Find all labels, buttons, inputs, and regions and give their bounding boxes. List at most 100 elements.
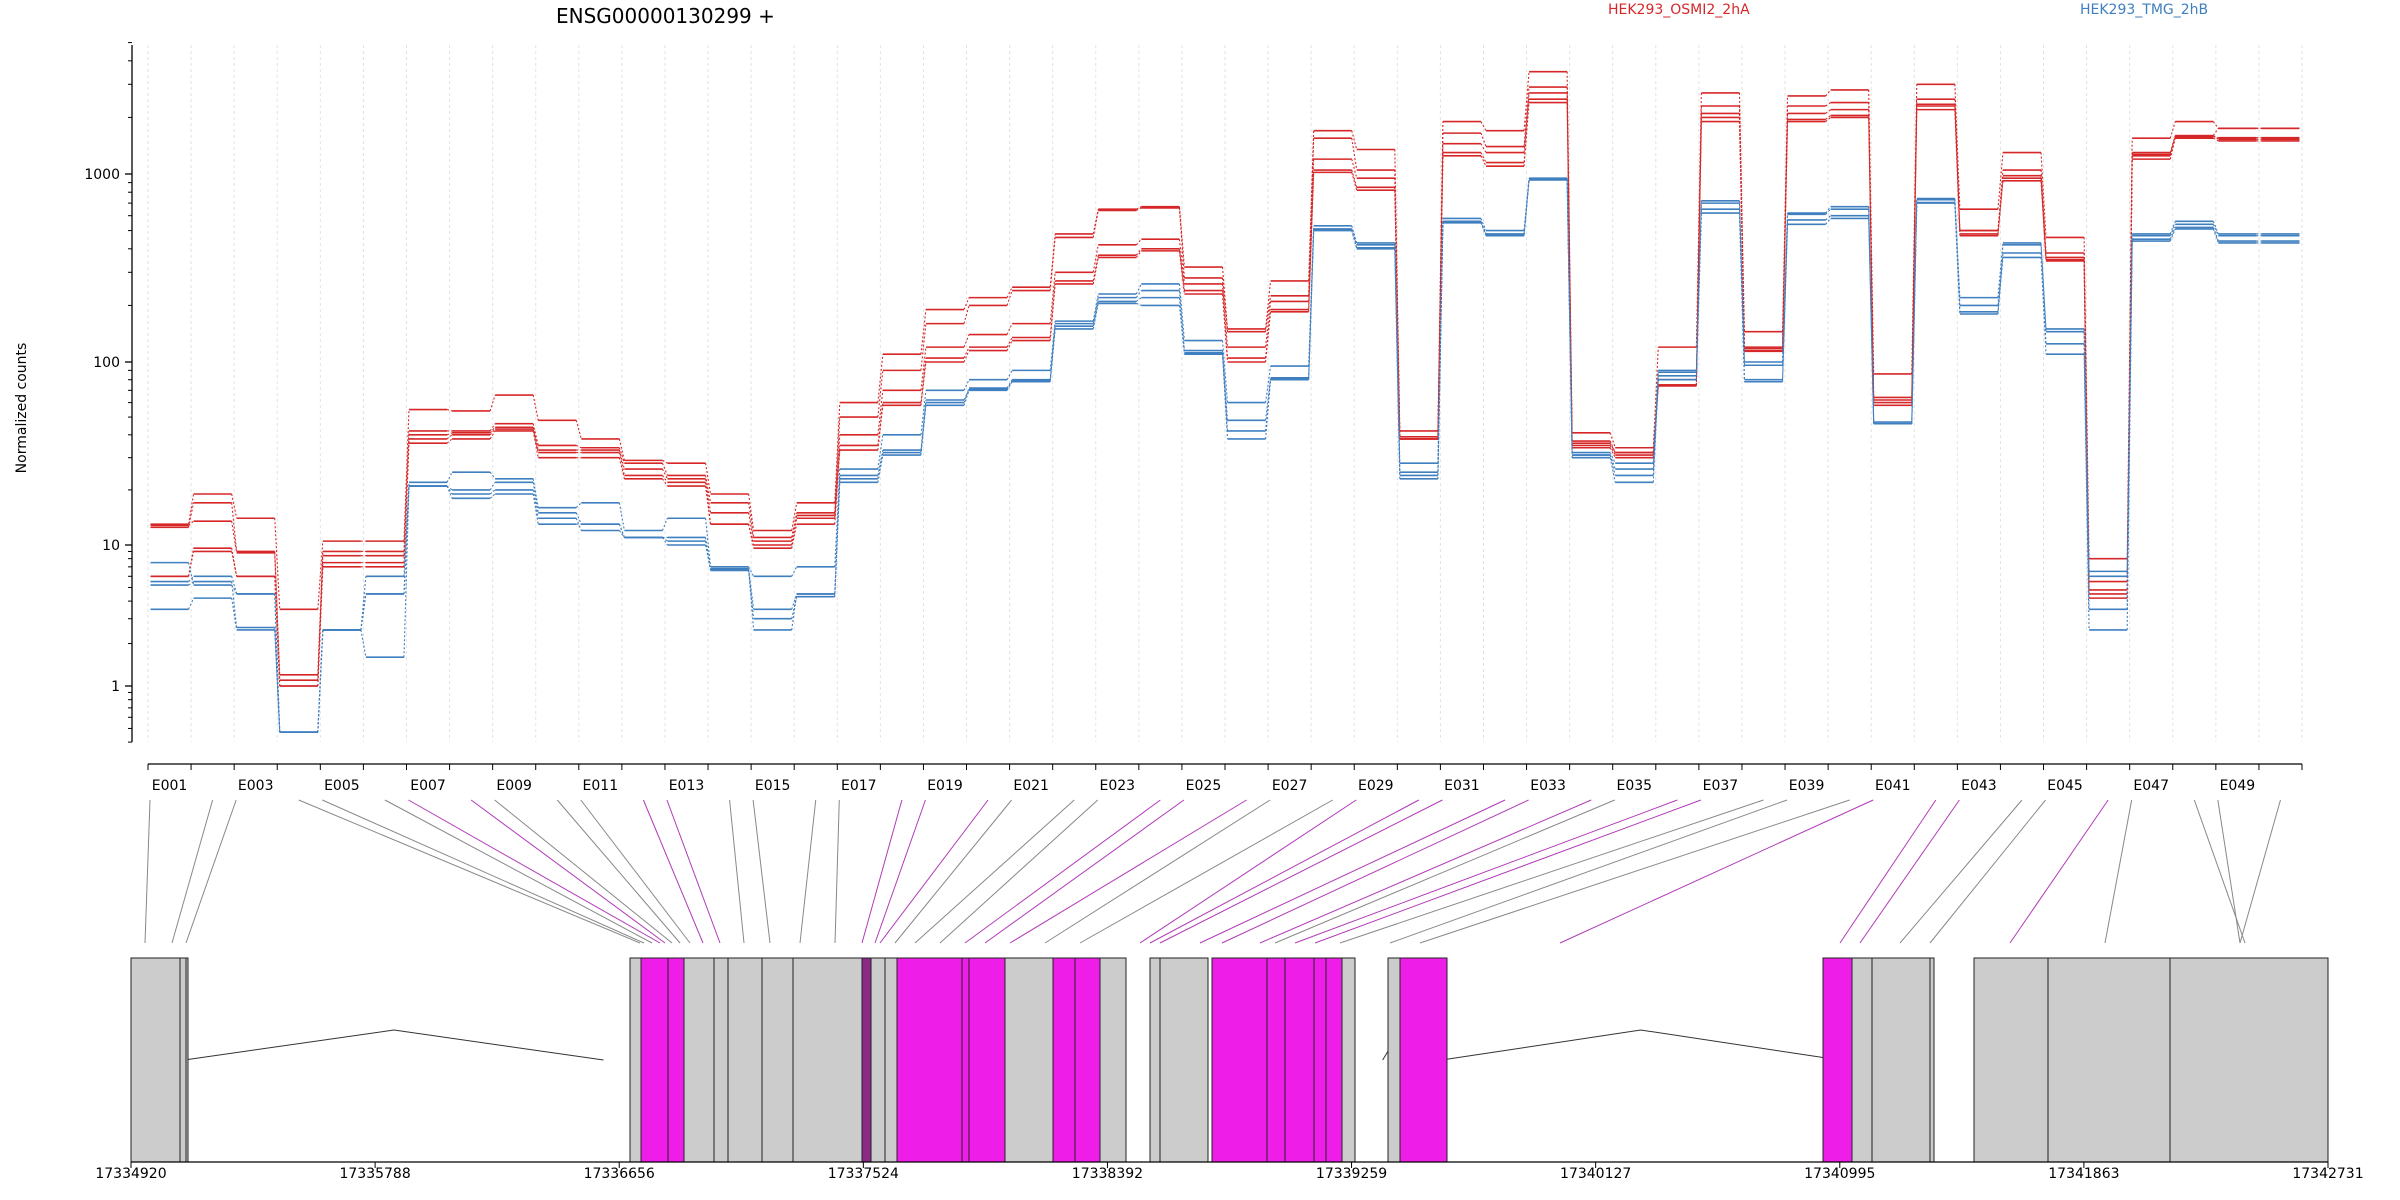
data-connector xyxy=(1308,230,1315,380)
exon-connector xyxy=(984,799,1185,944)
data-connector xyxy=(1480,152,1487,163)
exon-connector xyxy=(2193,799,2246,944)
exon-connector xyxy=(1859,799,1960,944)
data-connector xyxy=(1523,179,1530,235)
data-connector xyxy=(1738,203,1746,366)
exon-box xyxy=(713,957,729,1163)
data-connector xyxy=(1351,158,1358,179)
exon-box xyxy=(1341,957,1356,1163)
data-connector xyxy=(963,346,970,359)
data-connector xyxy=(446,408,453,412)
data-connector xyxy=(920,347,927,391)
data-connector xyxy=(1609,452,1616,464)
data-connector xyxy=(1221,283,1229,348)
coord-label: 17341863 xyxy=(2048,1166,2119,1182)
data-connector xyxy=(748,566,755,577)
y-tick-label: 1 xyxy=(111,679,120,695)
data-connector xyxy=(1911,198,1918,423)
data-connector xyxy=(1178,283,1185,341)
coord-label: 17337524 xyxy=(828,1166,899,1182)
exon-box xyxy=(629,957,642,1163)
data-connector xyxy=(877,434,884,470)
coord-label: 17342731 xyxy=(2292,1166,2363,1182)
data-connector xyxy=(618,502,625,531)
data-connector xyxy=(877,354,884,403)
coord-label: 17339259 xyxy=(1316,1166,1387,1182)
data-connector xyxy=(2040,175,2047,258)
legend-entry-tmg: HEK293_TMG_2hB xyxy=(2080,2,2208,18)
gene-model xyxy=(130,957,2329,1163)
data-connector xyxy=(1394,178,1401,437)
data-connector xyxy=(532,478,539,508)
data-connector xyxy=(1954,109,1961,236)
exon-connector xyxy=(1274,799,1615,944)
exon-box xyxy=(1822,957,1853,1163)
data-connector xyxy=(1351,130,1358,150)
exon-connector xyxy=(894,799,1012,944)
data-connector xyxy=(1825,218,1832,225)
data-connector xyxy=(1135,238,1142,246)
data-connector xyxy=(1351,225,1358,244)
data-connector xyxy=(1609,454,1616,470)
exon-box xyxy=(896,957,963,1163)
data-connector xyxy=(791,515,798,542)
exon-label: E033 xyxy=(1530,778,1566,794)
data-connector xyxy=(1997,178,2004,234)
data-connector xyxy=(618,447,625,464)
data-connector xyxy=(791,566,798,577)
data-connector xyxy=(1006,286,1013,298)
exon-connector xyxy=(322,799,645,944)
data-connector xyxy=(1006,380,1013,390)
exon-box xyxy=(185,957,189,1163)
data-connector xyxy=(1523,71,1530,131)
data-connector xyxy=(1351,169,1358,188)
exon-box xyxy=(1851,957,1873,1163)
data-connector xyxy=(1609,447,1616,458)
data-connector xyxy=(1092,244,1099,273)
exon-box xyxy=(2169,957,2329,1163)
data-connector xyxy=(1523,179,1530,234)
data-connector xyxy=(1825,109,1831,114)
data-connector xyxy=(188,581,194,586)
data-connector xyxy=(2169,121,2176,139)
data-connector xyxy=(231,598,238,630)
data-connector xyxy=(834,482,841,594)
data-connector xyxy=(963,379,970,391)
data-connector xyxy=(834,402,841,503)
data-connector xyxy=(748,568,755,610)
data-connector xyxy=(1609,442,1616,453)
exon-label: E047 xyxy=(2133,778,2169,794)
data-connector xyxy=(661,468,668,480)
exon-label: E013 xyxy=(669,778,705,794)
data-connector xyxy=(1523,92,1530,153)
data-connector xyxy=(1265,378,1272,431)
data-connector xyxy=(231,493,238,519)
exon-label: E015 xyxy=(755,778,791,794)
data-connector xyxy=(1092,257,1099,285)
data-connector xyxy=(1394,242,1401,464)
exon-label: E037 xyxy=(1703,778,1739,794)
data-connector xyxy=(1178,297,1185,353)
exon-connector xyxy=(1221,799,1529,944)
data-connector xyxy=(360,629,367,658)
data-connector xyxy=(2169,138,2176,160)
data-connector xyxy=(1652,347,1659,448)
exon-connector xyxy=(1044,799,1271,944)
data-connector xyxy=(274,629,281,733)
exon-connector xyxy=(1929,799,2046,944)
coord-label: 17338392 xyxy=(1072,1166,1143,1182)
data-connector xyxy=(1351,230,1358,249)
data-connector xyxy=(1911,202,1918,424)
data-connector xyxy=(1825,89,1832,97)
exon-label: E043 xyxy=(1961,778,1997,794)
data-connector xyxy=(1049,237,1056,291)
data-connector xyxy=(662,478,668,487)
intron-line xyxy=(1441,1029,1840,1061)
exon-label: E007 xyxy=(410,778,446,794)
exon-connector xyxy=(1419,799,1850,944)
data-connector xyxy=(489,423,496,432)
exon-box xyxy=(1313,957,1327,1163)
y-axis-label: Normalized counts xyxy=(14,343,30,474)
data-connector xyxy=(1825,208,1832,215)
